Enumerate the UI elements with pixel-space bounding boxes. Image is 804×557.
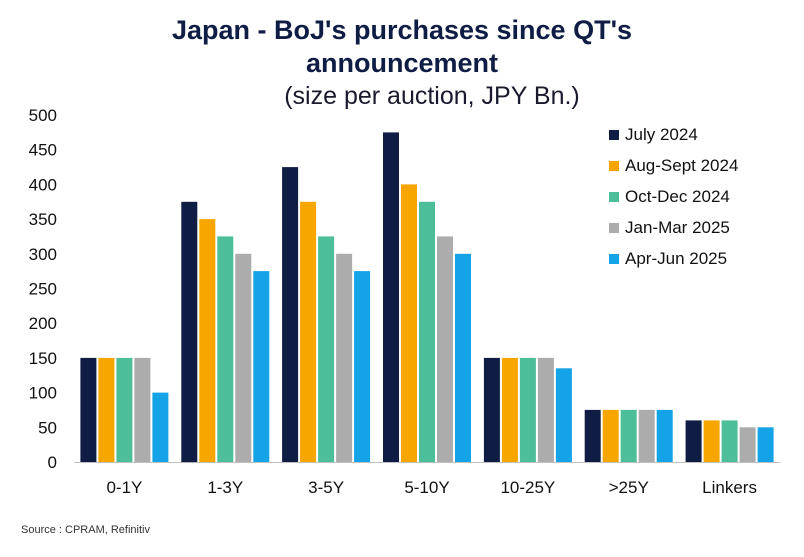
bar-25y-series-1 (584, 409, 601, 462)
bar-25y-series-3 (620, 409, 637, 462)
bar-10-25y-series-2 (501, 357, 518, 462)
bar-linkers-series-1 (685, 420, 702, 462)
chart-title-line-2: announcement (305, 48, 499, 78)
bar-linkers-series-3 (721, 420, 738, 462)
y-tick-label: 50 (38, 418, 57, 437)
legend-label: Aug-Sept 2024 (625, 155, 739, 175)
legend-item: Jan-Mar 2025 (609, 212, 738, 243)
chart-title-line-1: Japan - BoJ's purchases since QT's (171, 15, 632, 45)
bar-3-5y-series-2 (300, 201, 317, 463)
bar-1-3y-series-1 (181, 201, 198, 463)
legend-item: Oct-Dec 2024 (609, 181, 738, 212)
legend-item: July 2024 (609, 119, 738, 150)
chart-title-block: Japan - BoJ's purchases since QT's annou… (0, 14, 804, 112)
bar-5-10y-series-2 (401, 184, 417, 462)
legend-swatch (609, 222, 619, 233)
bar-25y-series-5 (656, 409, 673, 462)
bar-1-3y-series-4 (235, 253, 252, 462)
bar-5-10y-series-5 (455, 253, 471, 462)
bar-10-25y-series-4 (537, 357, 554, 462)
bar-3-5y-series-5 (354, 271, 371, 462)
bar-25y-series-2 (602, 409, 619, 462)
y-tick-label: 500 (29, 106, 57, 125)
bar-3-5y-series-3 (318, 236, 335, 462)
bar-0-1y-series-5 (152, 392, 169, 462)
y-tick-label: 400 (29, 175, 57, 194)
x-category-label: 3-5Y (308, 478, 344, 497)
bar-0-1y-series-3 (116, 357, 133, 462)
x-category-label: >25Y (609, 478, 649, 497)
y-tick-label: 350 (29, 210, 57, 229)
legend-item: Aug-Sept 2024 (609, 150, 738, 181)
legend-swatch (609, 191, 619, 202)
bar-10-25y-series-1 (483, 357, 500, 462)
bar-1-3y-series-2 (199, 219, 216, 462)
x-category-label: 10-25Y (500, 478, 555, 497)
legend-label: Oct-Dec 2024 (625, 186, 730, 206)
bar-5-10y-series-3 (419, 201, 435, 463)
x-category-label: 1-3Y (207, 478, 243, 497)
bar-0-1y-series-1 (80, 357, 97, 462)
bar-10-25y-series-3 (519, 357, 536, 462)
bar-linkers-series-4 (739, 427, 756, 462)
source-note: Source : CPRAM, Refinitiv (21, 524, 150, 536)
bar-5-10y-series-4 (437, 236, 453, 462)
legend-label: Apr-Jun 2025 (625, 248, 728, 268)
bar-1-3y-series-5 (253, 271, 270, 462)
y-tick-label: 0 (48, 453, 57, 472)
bar-3-5y-series-4 (336, 253, 353, 462)
y-tick-label: 100 (29, 384, 57, 403)
y-tick-label: 150 (29, 349, 57, 368)
x-category-label: 5-10Y (404, 478, 449, 497)
legend: July 2024 Aug-Sept 2024 Oct-Dec 2024 Jan-Ma… (609, 119, 738, 274)
y-tick-label: 300 (29, 245, 57, 264)
legend-label: July 2024 (625, 124, 698, 144)
legend-swatch (609, 129, 619, 140)
bar-3-5y-series-1 (282, 167, 299, 462)
chart-subtitle: (size per auction, JPY Bn.) (284, 82, 580, 110)
legend-swatch (609, 160, 619, 171)
bar-25y-series-4 (638, 409, 655, 462)
legend-item: Apr-Jun 2025 (609, 243, 738, 274)
bar-linkers-series-5 (757, 427, 774, 462)
bar-5-10y-series-1 (383, 132, 399, 462)
bar-10-25y-series-5 (555, 368, 572, 462)
bar-1-3y-series-3 (217, 236, 234, 462)
bar-0-1y-series-4 (134, 357, 151, 462)
y-tick-label: 250 (29, 280, 57, 299)
bar-linkers-series-2 (703, 420, 720, 462)
bar-0-1y-series-2 (98, 357, 115, 462)
x-category-label: 0-1Y (106, 478, 142, 497)
legend-label: Jan-Mar 2025 (625, 217, 730, 237)
x-category-label: Linkers (702, 478, 757, 497)
y-tick-label: 200 (29, 314, 57, 333)
legend-swatch (609, 253, 619, 264)
y-tick-label: 450 (29, 141, 57, 160)
